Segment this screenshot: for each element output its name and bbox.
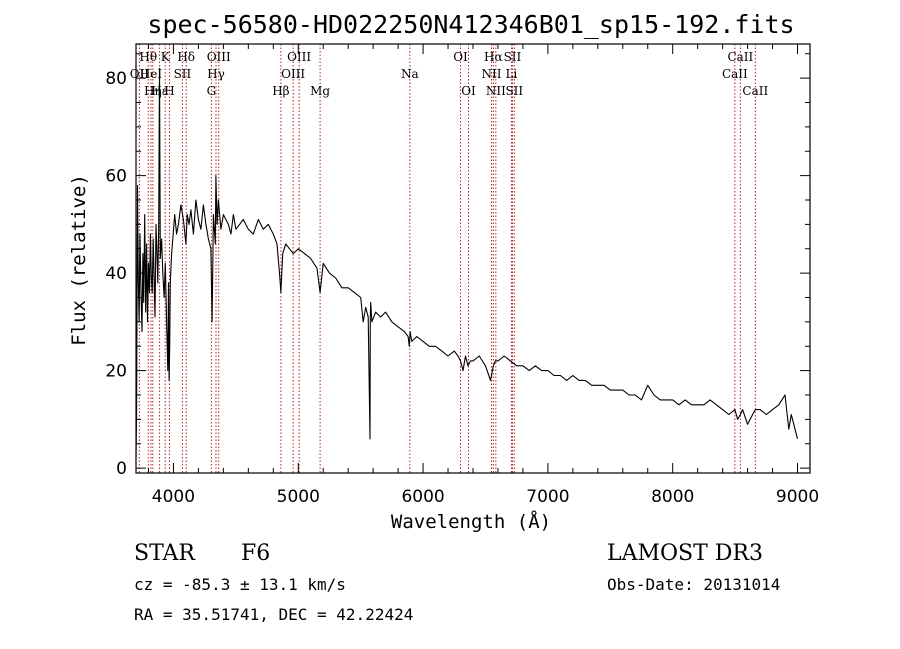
y-axis-label: Flux (relative) (68, 174, 90, 346)
plot-frame (135, 43, 811, 474)
y-tick-label: 20 (105, 362, 127, 382)
x-tick-label: 8000 (651, 487, 694, 507)
object-class: STAR (134, 541, 196, 566)
x-tick-label: 9000 (776, 487, 819, 507)
y-tick-label: 60 (105, 167, 127, 187)
line-marker-label: Hη (144, 84, 162, 98)
line-marker-label: H (164, 84, 174, 98)
line-marker-label: Hδ (177, 50, 195, 64)
object-subclass: F6 (241, 541, 270, 566)
line-marker-label: K (161, 50, 171, 64)
line-marker-label: HeI (140, 67, 163, 81)
y-axis-ticks: 0 20 40 60 80 (105, 53, 810, 479)
line-marker-labels: HθOIIHeIHηHεKHSIIHδGHγOIIIHβOIIIOIIIMgNa… (130, 50, 769, 98)
line-markers (138, 44, 756, 473)
survey-name: LAMOST DR3 (607, 541, 763, 566)
line-marker-label: OIII (287, 50, 311, 64)
x-tick-label: 6000 (401, 487, 444, 507)
redshift-cz: cz = -85.3 ± 13.1 km/s (134, 575, 346, 594)
line-marker-label: SII (504, 50, 522, 64)
line-marker-label: OI (453, 50, 468, 64)
x-axis-ticks: 4000 5000 6000 7000 8000 9000 (147, 44, 819, 507)
line-marker-label: SII (174, 67, 192, 81)
x-axis-label: Wavelength (Å) (391, 510, 551, 533)
line-marker-label: Na (401, 67, 419, 81)
line-marker-label: OIII (207, 50, 231, 64)
line-marker-label: OI (461, 84, 476, 98)
flux-series-line (135, 67, 799, 459)
line-marker-label: OIII (281, 67, 305, 81)
sky-coordinates: RA = 35.51741, DEC = 42.22424 (134, 605, 413, 624)
line-marker-label: CaII (722, 67, 748, 81)
line-marker-label: Mg (310, 84, 330, 98)
line-marker-label: Hθ (139, 50, 157, 64)
line-marker-label: Hγ (207, 67, 225, 81)
x-tick-label: 4000 (152, 487, 195, 507)
line-marker-label: Li (506, 67, 518, 81)
line-marker-label: CaII (742, 84, 768, 98)
line-marker-label: G (207, 84, 217, 98)
line-marker-label: CaII (727, 50, 753, 64)
line-marker-label: Hβ (272, 84, 289, 98)
line-marker-label: NII (481, 67, 501, 81)
y-tick-label: 80 (105, 69, 127, 89)
observation-date: Obs-Date: 20131014 (607, 575, 780, 594)
chart-title: spec-56580-HD022250N412346B01_sp15-192.f… (147, 10, 794, 39)
line-marker-label: Hα (484, 50, 503, 64)
x-tick-label: 7000 (526, 487, 569, 507)
y-tick-label: 0 (116, 459, 127, 479)
line-marker-label: NII (486, 84, 506, 98)
line-marker-label: OII (130, 67, 150, 81)
y-tick-label: 40 (105, 264, 127, 284)
x-tick-label: 5000 (277, 487, 320, 507)
line-marker-label: SII (505, 84, 523, 98)
